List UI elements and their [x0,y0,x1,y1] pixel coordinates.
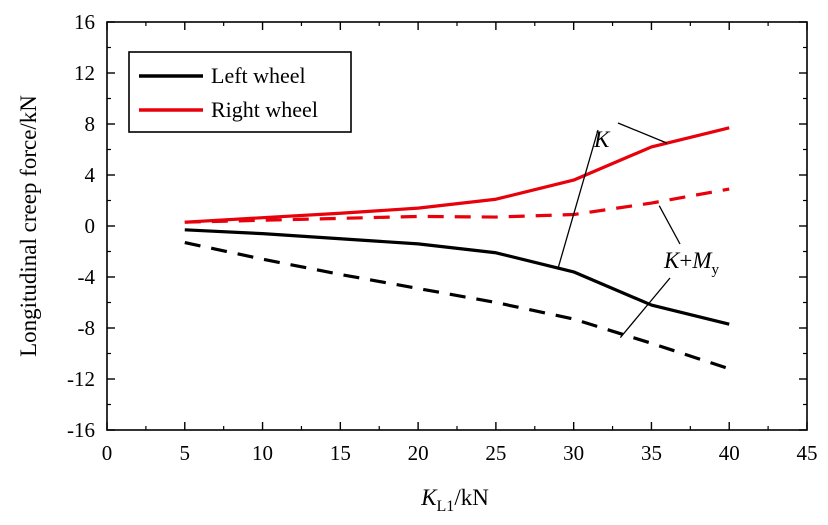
x-tick-label: 25 [485,441,506,465]
x-tick-label: 15 [330,441,351,465]
y-tick-label: 16 [74,10,95,34]
annotation-k-my-leader-lower [619,277,671,339]
x-tick-label: 45 [797,441,818,465]
x-axis-title: KL1/kN [420,485,489,515]
legend-label-left-wheel: Left wheel [211,63,306,88]
y-tick-label: 8 [85,112,96,136]
x-tick-label: 5 [180,441,191,465]
x-tick-label: 20 [408,441,429,465]
legend: Left wheel Right wheel [128,51,352,133]
y-tick-label: 0 [85,214,96,238]
series-lines [184,126,730,371]
annotation-k-my-label: K+My [663,248,720,278]
x-tick-label: 35 [641,441,662,465]
x-tick-label: 10 [252,441,273,465]
y-tick-label: 4 [85,163,96,187]
x-tick-label: 40 [719,441,740,465]
x-tick-label: 0 [102,441,113,465]
annotation-k-leader-right [617,122,668,144]
y-tick-label: -4 [78,265,96,289]
ticks: 0 5 10 15 20 25 30 35 40 45 -16 -12 -8 -4 0 4 8 12 16 [67,10,818,465]
series-line-left-wheel-k [184,228,730,326]
y-axis-title: Longitudinal creep force/kN [16,95,41,357]
legend-label-right-wheel: Right wheel [211,97,318,122]
annotation-k-leader-left [557,129,599,269]
annotations: KK+My [557,122,720,339]
annotation-k-my-leader-upper [658,205,681,245]
x-tick-label: 30 [563,441,584,465]
y-tick-label: -12 [67,367,95,391]
y-tick-label: -8 [78,316,96,340]
legend-box [128,51,352,133]
y-tick-label: -16 [67,418,95,442]
series-line-right-wheel-k-my [184,187,730,224]
series-line-right-wheel-k [184,126,730,224]
series-line-left-wheel-k-my [184,241,730,371]
axis-titles: Longitudinal creep force/kN KL1/kN [16,95,489,515]
y-tick-label: 12 [74,61,95,85]
